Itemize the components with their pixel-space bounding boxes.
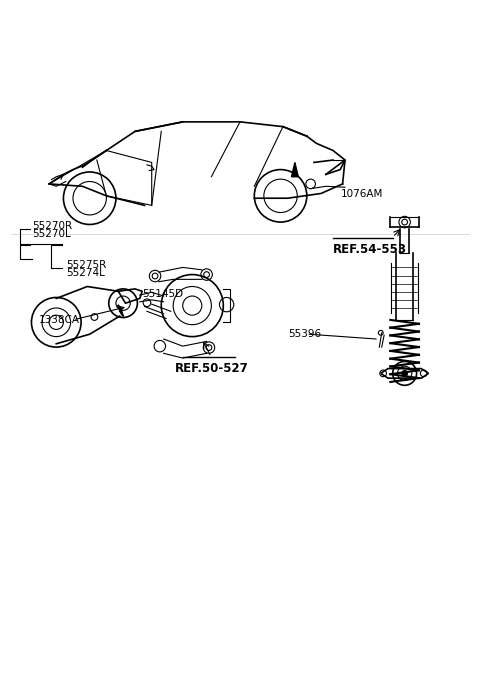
Text: 55145D: 55145D	[142, 289, 183, 299]
Text: 55274L: 55274L	[66, 268, 105, 279]
Text: 55275R: 55275R	[66, 260, 106, 271]
Text: 55270R: 55270R	[33, 221, 72, 231]
Circle shape	[49, 315, 63, 330]
Text: 1076AM: 1076AM	[340, 188, 383, 199]
Text: REF.54-553: REF.54-553	[333, 243, 407, 256]
Text: 55270L: 55270L	[33, 229, 71, 239]
Text: REF.50-527: REF.50-527	[175, 362, 248, 375]
Circle shape	[402, 370, 408, 376]
Polygon shape	[291, 163, 298, 177]
Text: 55396: 55396	[288, 330, 321, 339]
Text: 1338CA: 1338CA	[38, 315, 80, 325]
